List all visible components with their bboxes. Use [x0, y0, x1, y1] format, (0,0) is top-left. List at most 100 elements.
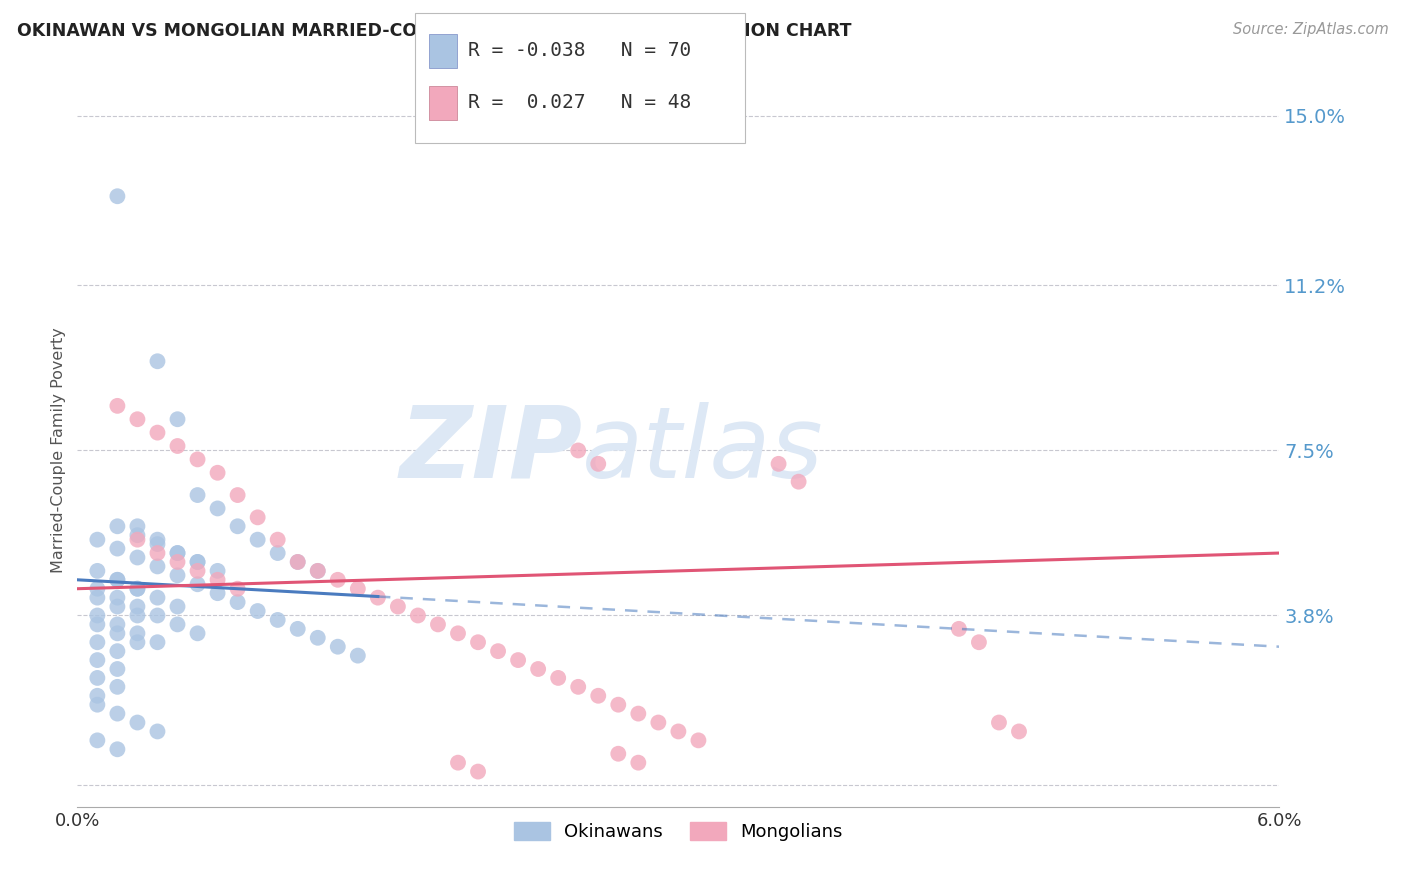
Point	[107, 599, 129, 614]
Point	[166, 599, 188, 614]
Point	[107, 706, 129, 721]
Legend: Okinawans, Mongolians: Okinawans, Mongolians	[506, 814, 851, 848]
Point	[186, 452, 209, 467]
Point	[267, 533, 290, 547]
Point	[226, 488, 249, 502]
Point	[607, 698, 630, 712]
Point	[127, 599, 149, 614]
Point	[588, 689, 610, 703]
Point	[186, 564, 209, 578]
Point	[107, 662, 129, 676]
Point	[467, 764, 489, 779]
Point	[347, 582, 370, 596]
Point	[207, 564, 229, 578]
Point	[246, 533, 269, 547]
Point	[127, 715, 149, 730]
Point	[406, 608, 429, 623]
Point	[127, 519, 149, 533]
Text: OKINAWAN VS MONGOLIAN MARRIED-COUPLE FAMILY POVERTY CORRELATION CHART: OKINAWAN VS MONGOLIAN MARRIED-COUPLE FAM…	[17, 22, 852, 40]
Point	[207, 466, 229, 480]
Point	[107, 573, 129, 587]
Point	[447, 626, 470, 640]
Point	[166, 546, 188, 560]
Point	[146, 635, 169, 649]
Point	[86, 617, 108, 632]
Point	[226, 582, 249, 596]
Point	[207, 586, 229, 600]
Point	[146, 425, 169, 440]
Point	[186, 555, 209, 569]
Point	[307, 564, 329, 578]
Point	[86, 653, 108, 667]
Point	[127, 582, 149, 596]
Point	[207, 573, 229, 587]
Point	[107, 189, 129, 203]
Point	[86, 635, 108, 649]
Point	[627, 756, 650, 770]
Point	[688, 733, 710, 747]
Point	[246, 604, 269, 618]
Point	[267, 613, 290, 627]
Point	[107, 519, 129, 533]
Point	[787, 475, 810, 489]
Point	[647, 715, 669, 730]
Point	[326, 573, 349, 587]
Point	[226, 595, 249, 609]
Point	[508, 653, 530, 667]
Point	[86, 582, 108, 596]
Point	[547, 671, 569, 685]
Point	[267, 546, 290, 560]
Point	[307, 564, 329, 578]
Point	[86, 608, 108, 623]
Point	[768, 457, 790, 471]
Point	[107, 680, 129, 694]
Point	[607, 747, 630, 761]
Point	[107, 644, 129, 658]
Point	[107, 399, 129, 413]
Text: atlas: atlas	[582, 402, 824, 499]
Point	[146, 537, 169, 551]
Point	[127, 550, 149, 565]
Point	[326, 640, 349, 654]
Point	[427, 617, 450, 632]
Point	[287, 555, 309, 569]
Point	[1008, 724, 1031, 739]
Point	[627, 706, 650, 721]
Point	[467, 635, 489, 649]
Point	[127, 626, 149, 640]
Point	[146, 559, 169, 574]
Point	[107, 541, 129, 556]
Point	[307, 631, 329, 645]
Point	[387, 599, 409, 614]
Text: ZIP: ZIP	[399, 402, 582, 499]
Y-axis label: Married-Couple Family Poverty: Married-Couple Family Poverty	[51, 327, 66, 574]
Point	[146, 546, 169, 560]
Point	[186, 577, 209, 591]
Point	[127, 608, 149, 623]
Point	[367, 591, 389, 605]
Point	[166, 412, 188, 426]
Point	[127, 635, 149, 649]
Text: R = -0.038   N = 70: R = -0.038 N = 70	[468, 41, 692, 61]
Point	[146, 533, 169, 547]
Point	[287, 622, 309, 636]
Point	[967, 635, 990, 649]
Point	[107, 617, 129, 632]
Point	[146, 724, 169, 739]
Point	[127, 528, 149, 542]
Point	[186, 626, 209, 640]
Point	[86, 533, 108, 547]
Point	[86, 733, 108, 747]
Point	[567, 443, 589, 458]
Point	[127, 412, 149, 426]
Point	[186, 488, 209, 502]
Point	[668, 724, 690, 739]
Point	[226, 519, 249, 533]
Point	[166, 439, 188, 453]
Point	[146, 354, 169, 368]
Point	[166, 568, 188, 582]
Point	[107, 626, 129, 640]
Point	[988, 715, 1011, 730]
Point	[86, 591, 108, 605]
Point	[588, 457, 610, 471]
